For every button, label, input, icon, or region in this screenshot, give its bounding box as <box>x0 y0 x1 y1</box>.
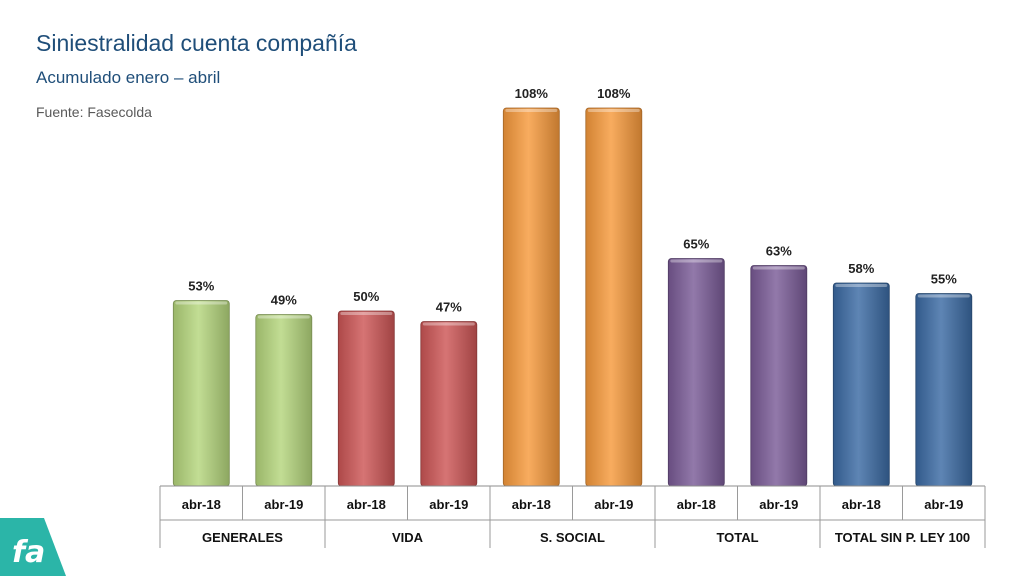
x-tick-label: abr-19 <box>924 497 963 512</box>
fasecolda-logo: fa <box>0 518 66 576</box>
logo-shape <box>0 518 66 576</box>
bar-highlight <box>505 109 558 112</box>
data-label: 65% <box>683 237 709 252</box>
data-label: 108% <box>515 86 549 101</box>
bar-highlight <box>340 312 393 315</box>
group-label: S. SOCIAL <box>540 530 605 545</box>
bar-generales-abr-19 <box>255 314 313 487</box>
bar-highlight <box>752 266 805 270</box>
chart-title: Siniestralidad cuenta compañía <box>36 30 357 56</box>
bar-highlight <box>257 315 310 319</box>
x-tick-label: abr-19 <box>429 497 468 512</box>
logo-text: fa <box>12 535 45 570</box>
group-label: VIDA <box>392 530 424 545</box>
bar-generales-abr-18 <box>172 300 230 487</box>
bar-total-abr-19 <box>750 265 808 487</box>
data-label: 47% <box>436 300 462 315</box>
x-tick-label: abr-18 <box>677 497 716 512</box>
bar-vida-abr-19 <box>420 321 478 487</box>
bar-highlight <box>175 301 228 305</box>
data-label: 50% <box>353 289 379 304</box>
group-label: GENERALES <box>202 530 283 545</box>
data-label: 108% <box>597 86 631 101</box>
data-label: 63% <box>766 244 792 259</box>
bar-highlight <box>670 259 723 263</box>
group-label: TOTAL SIN P. LEY 100 <box>835 530 970 545</box>
data-label: 58% <box>848 261 874 276</box>
x-tick-label: abr-19 <box>759 497 798 512</box>
bar-highlight <box>917 294 970 298</box>
bar-s-social-abr-18 <box>502 107 560 487</box>
x-tick-label: abr-19 <box>264 497 303 512</box>
x-tick-label: abr-18 <box>182 497 221 512</box>
bar-total-sin-p-ley-100-abr-18 <box>832 282 890 487</box>
data-label: 53% <box>188 279 214 294</box>
bar-total-abr-18 <box>667 258 725 487</box>
bar-highlight <box>422 322 475 326</box>
bar-total-sin-p-ley-100-abr-19 <box>915 293 973 487</box>
chart-subtitle: Acumulado enero – abril <box>36 68 221 87</box>
x-tick-label: abr-18 <box>347 497 386 512</box>
data-label: 55% <box>931 272 957 287</box>
x-tick-label: abr-18 <box>512 497 551 512</box>
source-note: Fuente: Fasecolda <box>36 104 152 120</box>
bar-highlight <box>835 284 888 287</box>
group-label: TOTAL <box>716 530 758 545</box>
bar-highlight <box>587 109 640 112</box>
x-tick-label: abr-18 <box>842 497 881 512</box>
data-label: 49% <box>271 293 297 308</box>
x-tick-label: abr-19 <box>594 497 633 512</box>
bar-s-social-abr-19 <box>585 107 643 487</box>
bar-vida-abr-18 <box>337 310 395 487</box>
